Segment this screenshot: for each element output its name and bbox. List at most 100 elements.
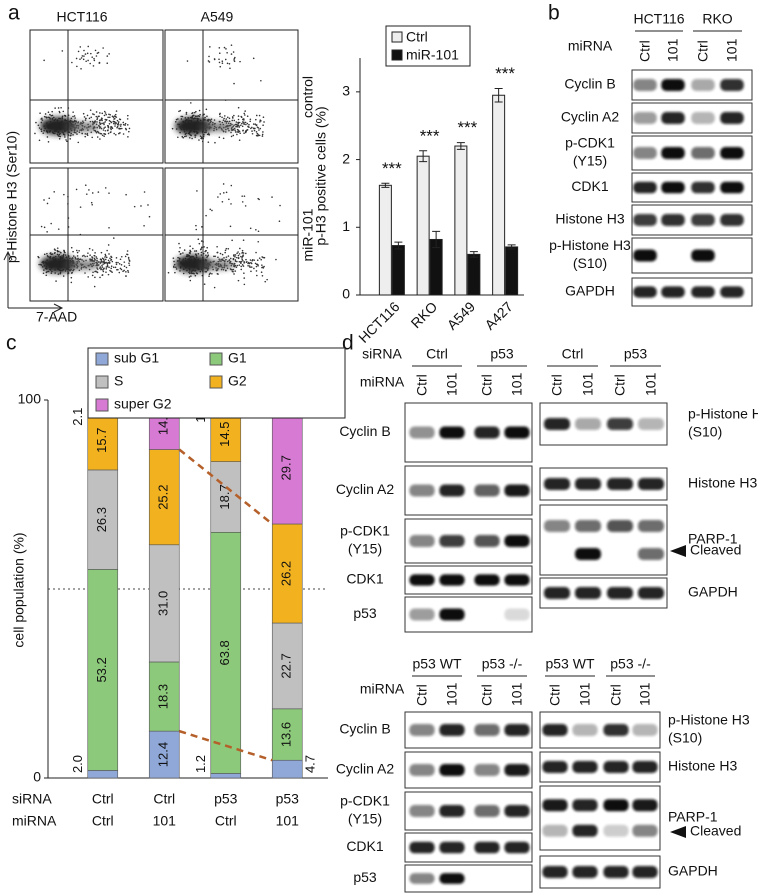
- flow-dot: [72, 115, 74, 118]
- row-label: (S10): [688, 424, 722, 440]
- flow-dot: [216, 245, 218, 248]
- band: [504, 764, 530, 776]
- band: [572, 761, 598, 773]
- x-tick-label: 101: [153, 813, 177, 829]
- band: [637, 587, 665, 599]
- flow-dot: [133, 205, 136, 208]
- band: [572, 799, 598, 812]
- flow-dot: [96, 118, 98, 121]
- flow-dot: [235, 125, 237, 128]
- flow-dot: [95, 256, 98, 258]
- flow-dot: [223, 257, 225, 259]
- flow-dot: [43, 115, 46, 118]
- flow-dot: [83, 254, 85, 257]
- flow-dot: [255, 114, 258, 117]
- flow-dot: [238, 126, 240, 128]
- flow-dot: [182, 252, 184, 254]
- flow-dot: [244, 110, 246, 112]
- flow-dot: [258, 129, 260, 131]
- x-tick-label: Ctrl: [92, 791, 114, 807]
- flow-dot: [225, 48, 227, 50]
- flow-dot: [89, 120, 92, 123]
- flow-dot: [98, 61, 101, 64]
- flow-dot: [103, 110, 106, 113]
- flow-dot: [95, 115, 98, 118]
- flow-dot: [50, 114, 53, 117]
- flow-dot: [108, 122, 111, 125]
- flow-dot: [257, 240, 260, 243]
- flow-dot: [77, 50, 80, 53]
- flow-dot: [247, 264, 249, 267]
- flow-dot: [97, 191, 100, 193]
- stacked-chart: 0 100 cell population (%) 2.0 53.2 26.3 15.7 2.…: [11, 347, 346, 829]
- flow-dot: [241, 257, 243, 259]
- flow-dot: [104, 254, 107, 257]
- flow-dot: [233, 114, 235, 117]
- flow-dot: [232, 255, 235, 257]
- flow-dot: [219, 120, 221, 123]
- flow-dot: [219, 193, 222, 195]
- flow-dot: [250, 266, 253, 268]
- flow-dot: [64, 114, 67, 117]
- flow-dot: [126, 118, 129, 120]
- band: [474, 574, 500, 586]
- group-label: HCT116: [633, 11, 684, 27]
- bar-segment: [148, 730, 180, 779]
- lane-label: Ctrl: [612, 374, 628, 396]
- bar: [467, 253, 481, 296]
- flow-dot: [249, 118, 252, 121]
- flow-dot: [240, 116, 243, 119]
- flow-dot: [118, 271, 121, 274]
- flow-dot: [251, 126, 253, 129]
- flow-dot: [114, 266, 117, 269]
- group-label: p53 WT: [545, 656, 594, 672]
- flow-dot: [196, 272, 199, 275]
- flow-dot: [258, 134, 261, 137]
- flow-dot: [94, 252, 96, 254]
- flow-dot: [218, 136, 221, 139]
- flow-dot: [88, 117, 91, 120]
- x-row-label: siRNA: [12, 791, 52, 807]
- flow-dot: [114, 125, 116, 127]
- flow-dot: [91, 136, 94, 139]
- flow-dot: [101, 257, 104, 260]
- flow-dot: [248, 262, 251, 265]
- row-label: Histone H3: [555, 211, 624, 227]
- band: [542, 824, 568, 837]
- flow-dot: [99, 112, 101, 114]
- lane-label: 101: [444, 682, 460, 706]
- band: [409, 805, 435, 817]
- lane-label: Ctrl: [414, 374, 430, 396]
- flow-dot: [117, 268, 119, 271]
- flow-dot: [242, 239, 245, 242]
- flow-dot: [253, 259, 256, 261]
- flow-dot: [86, 255, 89, 258]
- flow-dot: [207, 132, 210, 135]
- flow-dot: [224, 251, 226, 254]
- flow-dot: [233, 57, 236, 60]
- flow-dot: [50, 253, 53, 256]
- annotation: Cleaved: [690, 823, 741, 839]
- flow-dot: [245, 261, 248, 263]
- flow-dot: [213, 286, 216, 289]
- flow-dot: [222, 119, 225, 122]
- flow-dot: [96, 52, 99, 54]
- flow-dot: [101, 117, 103, 120]
- flow-dot: [204, 116, 206, 119]
- band: [439, 724, 465, 736]
- flow-dot: [261, 266, 264, 268]
- flow-dot: [108, 53, 110, 55]
- lane-label: 101: [577, 682, 593, 706]
- band: [409, 535, 435, 547]
- flow-dot: [80, 68, 82, 70]
- flow-dot: [211, 272, 213, 275]
- row-label: CDK1: [346, 571, 384, 587]
- band: [632, 824, 658, 837]
- flow-dot: [128, 262, 130, 265]
- flow-dot: [255, 118, 257, 121]
- flow-dot: [106, 265, 109, 268]
- flow-dot: [115, 116, 118, 118]
- flow-dot: [243, 262, 245, 264]
- group-label: p53: [624, 346, 648, 362]
- flow-dot: [54, 251, 56, 254]
